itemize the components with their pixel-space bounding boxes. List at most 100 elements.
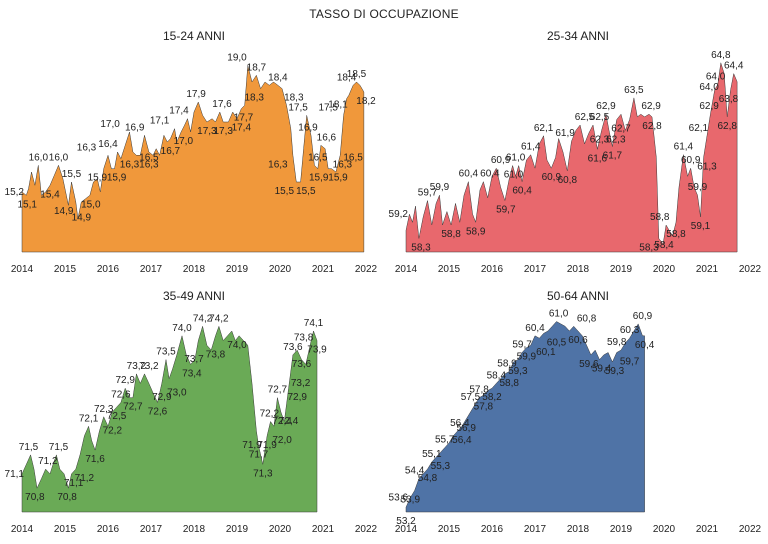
data-label: 54,8 (418, 473, 438, 484)
x-tick-label: 2014 (395, 524, 418, 535)
x-tick-label: 2017 (524, 264, 547, 275)
data-label: 58,8 (666, 229, 686, 240)
data-label: 60,8 (558, 175, 578, 186)
x-tick-label: 2017 (140, 264, 163, 275)
data-label: 59,3 (508, 366, 528, 377)
data-label: 64,4 (724, 61, 744, 72)
data-label: 58,3 (639, 243, 659, 254)
data-label: 62,1 (689, 123, 709, 134)
data-label: 16,9 (298, 122, 318, 133)
data-label: 18,1 (328, 99, 348, 110)
data-label: 72,7 (123, 402, 143, 413)
data-label: 16,7 (161, 146, 181, 157)
data-label: 54,4 (405, 466, 425, 477)
x-tick-label: 2014 (11, 524, 34, 535)
data-label: 17,4 (232, 123, 252, 134)
data-label: 58,2 (482, 392, 502, 403)
data-label: 15,5 (62, 169, 82, 180)
panel-15-24: 15-24 ANNI 2014 2015 2016 2017 2018 2019 2020 20… (2, 22, 382, 284)
data-label: 59,6 (579, 359, 599, 370)
data-label: 59,7 (512, 340, 532, 351)
x-tick-label: 2014 (395, 264, 418, 275)
data-label: 70,8 (25, 492, 45, 503)
data-label: 17,0 (100, 119, 120, 130)
data-label: 60,5 (547, 337, 567, 348)
data-label: 72,0 (272, 435, 292, 446)
x-tick-label: 2022 (739, 524, 762, 535)
data-label: 61,0 (549, 309, 569, 320)
data-label: 61,0 (506, 153, 526, 164)
data-label: 18,4 (268, 72, 288, 83)
data-label: 72,6 (148, 407, 168, 418)
data-label: 17,7 (234, 113, 254, 124)
data-label: 59,9 (430, 182, 450, 193)
data-label: 16,3 (77, 142, 97, 153)
chart-title: 50-64 ANNI (547, 289, 609, 303)
data-label: 18,2 (356, 96, 376, 107)
data-label: 71,2 (38, 456, 58, 467)
x-tick-label: 2022 (355, 524, 378, 535)
data-label: 72,9 (152, 392, 172, 403)
data-label: 58,8 (650, 212, 670, 223)
x-tick-label: 2019 (610, 524, 633, 535)
data-label: 16,3 (139, 159, 159, 170)
data-label: 17,6 (212, 99, 232, 110)
data-label: 60,4 (525, 323, 545, 334)
data-label: 60,4 (480, 169, 500, 180)
x-tick-label: 2020 (653, 264, 676, 275)
data-label: 15,9 (88, 173, 108, 184)
data-label: 58,9 (466, 226, 486, 237)
data-label: 72,7 (268, 385, 288, 396)
data-label: 59,8 (607, 337, 627, 348)
data-label: 73,8 (206, 349, 226, 360)
data-label: 62,3 (606, 134, 626, 145)
data-label: 60,9 (491, 155, 511, 166)
data-label: 64,0 (699, 82, 719, 93)
data-label: 62,8 (642, 121, 662, 132)
data-label: 56,9 (456, 423, 476, 434)
data-label: 15,2 (5, 187, 25, 198)
area-series (21, 65, 365, 253)
data-label: 61,4 (674, 142, 694, 153)
data-label: 57,5 (461, 392, 481, 403)
data-label: 62,5 (590, 112, 610, 123)
data-label: 73,6 (283, 342, 303, 353)
data-label: 15,4 (40, 189, 60, 200)
data-label: 17,5 (288, 102, 308, 113)
data-label: 73,2 (139, 361, 159, 372)
x-tick-label: 2021 (312, 264, 335, 275)
data-label: 16,3 (333, 159, 353, 170)
data-label: 74,0 (172, 323, 192, 334)
x-tick-label: 2018 (567, 264, 590, 275)
data-label: 53,2 (396, 516, 416, 527)
x-tick-label: 2015 (54, 264, 77, 275)
data-label: 55,1 (422, 449, 442, 460)
data-label: 74,0 (227, 340, 247, 351)
data-label: 15,1 (17, 199, 37, 210)
data-label: 17,9 (186, 89, 206, 100)
data-label: 18,3 (284, 93, 304, 104)
x-tick-label: 2020 (269, 264, 292, 275)
x-tick-label: 2019 (226, 264, 249, 275)
data-label: 61,7 (603, 151, 623, 162)
x-tick-label: 2021 (312, 524, 335, 535)
data-label: 60,8 (577, 313, 597, 324)
data-label: 60,1 (536, 347, 556, 358)
data-label: 60,4 (459, 169, 479, 180)
data-label: 60,4 (635, 340, 655, 351)
data-label: 72,3 (94, 404, 114, 415)
data-label: 60,9 (633, 311, 653, 322)
data-label: 15,9 (328, 173, 348, 184)
data-label: 15,5 (296, 186, 316, 197)
data-label: 17,4 (169, 106, 189, 117)
x-tick-label: 2017 (524, 524, 547, 535)
x-tick-label: 2021 (696, 524, 719, 535)
data-label: 59,7 (418, 188, 438, 199)
data-label: 58,8 (499, 378, 519, 389)
data-label: 61,9 (555, 128, 575, 139)
data-label: 16,4 (98, 139, 118, 150)
x-tick-label: 2018 (183, 524, 206, 535)
data-label: 71,1 (5, 469, 25, 480)
data-label: 62,8 (717, 121, 737, 132)
data-label: 58,4 (487, 370, 507, 381)
